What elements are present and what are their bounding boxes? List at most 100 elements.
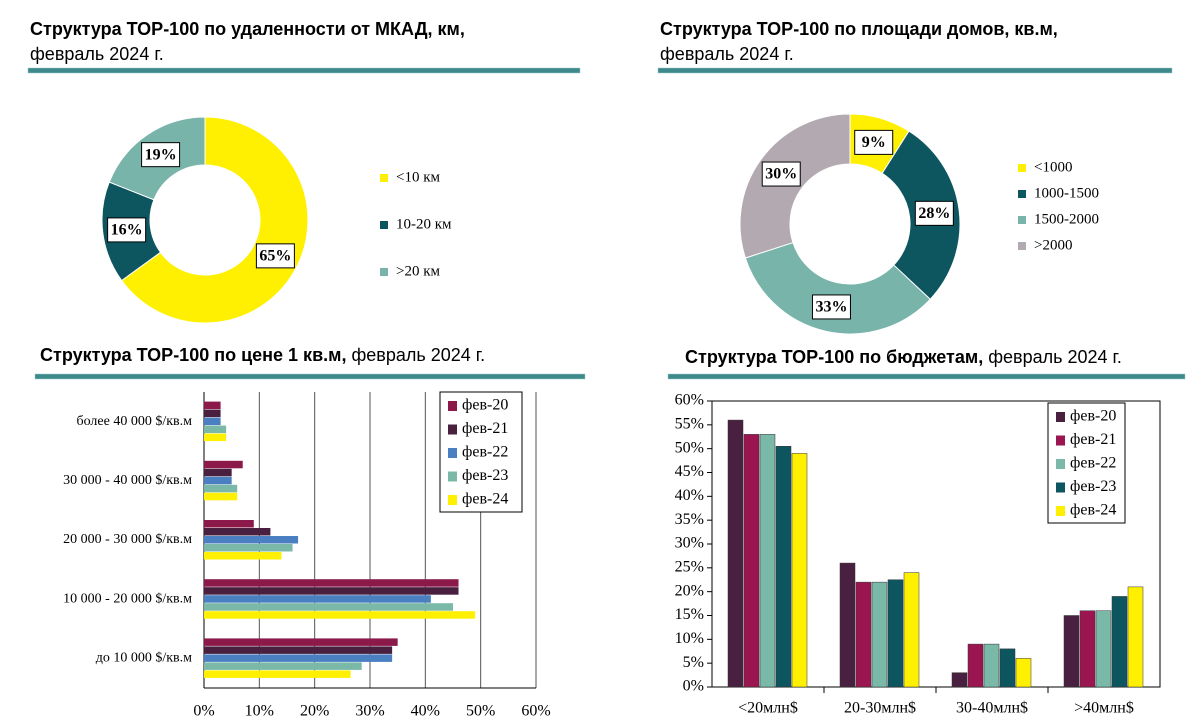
- bar: [775, 446, 792, 688]
- bar: [727, 419, 744, 688]
- legend-label: <1000: [1034, 159, 1072, 175]
- bar: [999, 648, 1016, 688]
- legend-label: фев-20: [1070, 408, 1116, 425]
- legend-swatch: [448, 401, 457, 411]
- x-tick-label: 50%: [466, 703, 495, 720]
- label-box: [811, 294, 851, 320]
- bar: [204, 544, 293, 552]
- bar: [204, 579, 459, 587]
- legend-swatch: [380, 221, 388, 229]
- bar: [204, 417, 221, 426]
- legend-swatch: [1018, 242, 1026, 250]
- x-tick-label: 30-40млн$: [956, 700, 1028, 717]
- bar: [983, 643, 1000, 688]
- y-tick-label: 25%: [675, 559, 704, 576]
- legend-label: фев-20: [462, 397, 508, 414]
- y-tick-label: 0%: [683, 678, 704, 695]
- bar: [204, 646, 393, 654]
- separator: [27, 67, 581, 74]
- bar: [204, 654, 393, 662]
- separator: [657, 67, 1173, 74]
- label-box: [854, 129, 894, 155]
- bar: [204, 611, 476, 619]
- bar: [204, 401, 221, 410]
- separator: [34, 373, 586, 380]
- bar: [1079, 610, 1096, 688]
- bar: [204, 670, 351, 678]
- bar: [1063, 615, 1080, 688]
- legend-label: 1500-2000: [1034, 211, 1099, 227]
- legend-swatch: [1018, 190, 1026, 198]
- bar: [791, 453, 808, 688]
- data-label: 65%: [259, 248, 291, 265]
- chart-title: Структура ТОР-100 по удаленности от МКАД…: [30, 19, 465, 39]
- separator: [667, 373, 1186, 380]
- bar: [1127, 586, 1144, 688]
- legend-swatch: [448, 471, 457, 482]
- legend-swatch: [1056, 506, 1065, 516]
- data-label: 19%: [145, 146, 177, 163]
- chart-title: Структура ТОР-100 по бюджетам, февраль 20…: [685, 347, 1122, 367]
- legend-label: фев-23: [462, 467, 508, 484]
- y-tick-label: 10 000 - 20 000 $/кв.м: [63, 591, 192, 606]
- x-tick-label: 20-30млн$: [844, 700, 916, 717]
- bar: [204, 536, 299, 544]
- title-rest: февраль 2024 г.: [351, 345, 485, 365]
- label-box: [914, 200, 954, 226]
- legend-label: фев-23: [1070, 478, 1116, 495]
- bar: [204, 460, 243, 469]
- bar: [839, 562, 856, 688]
- x-tick-label: 40%: [411, 703, 440, 720]
- y-tick-label: 10%: [675, 630, 704, 647]
- bar: [204, 492, 238, 501]
- legend-label: фев-22: [462, 444, 508, 461]
- y-tick-label: 45%: [675, 463, 704, 480]
- bar: [204, 409, 221, 418]
- x-tick-label: 60%: [521, 703, 550, 720]
- bar: [204, 528, 271, 536]
- x-tick-label: 0%: [193, 703, 214, 720]
- chart-subtitle: февраль 2024 г.: [660, 44, 794, 64]
- bar: [204, 468, 232, 477]
- label-box: [107, 217, 147, 243]
- legend-swatch: [1056, 435, 1065, 446]
- bar: [1111, 596, 1128, 688]
- legend-swatch: [448, 495, 457, 505]
- y-tick-label: 5%: [683, 654, 704, 671]
- x-tick-label: 10%: [245, 703, 274, 720]
- bar: [204, 603, 453, 611]
- chart-title: Структура ТОР-100 по площади домов, кв.м…: [660, 19, 1058, 39]
- chart-subtitle: февраль 2024 г.: [30, 44, 164, 64]
- legend-label: >2000: [1034, 237, 1072, 253]
- y-tick-label: до 10 000 $/кв.м: [96, 651, 192, 666]
- legend-label: 1000-1500: [1034, 185, 1099, 201]
- legend-label: фев-21: [1070, 431, 1116, 448]
- x-tick-label: 30%: [355, 703, 384, 720]
- x-tick-label: 20%: [300, 703, 329, 720]
- bar: [903, 572, 920, 688]
- legend-swatch: [448, 448, 457, 458]
- y-tick-label: 55%: [675, 416, 704, 433]
- x-tick-label: >40млн$: [1074, 700, 1134, 717]
- title-bold: Структура ТОР-100 по бюджетам,: [685, 347, 983, 367]
- bar: [204, 476, 232, 485]
- label-box: [141, 142, 181, 168]
- legend-label: 10-20 км: [396, 216, 452, 232]
- bar: [887, 579, 904, 688]
- legend-label: <10 км: [396, 169, 440, 185]
- bar: [1015, 658, 1032, 688]
- bar: [855, 581, 872, 688]
- legend-label: фев-21: [462, 420, 508, 437]
- legend-swatch: [380, 268, 388, 276]
- bar: [204, 425, 227, 434]
- title-bold: Структура ТОР-100 по цене 1 кв.м,: [40, 345, 346, 365]
- bar: [204, 433, 227, 442]
- y-tick-label: 35%: [675, 511, 704, 528]
- y-tick-label: 20 000 - 30 000 $/кв.м: [63, 532, 192, 547]
- x-tick-label: <20млн$: [738, 700, 798, 717]
- legend-swatch: [1056, 412, 1065, 422]
- bar: [204, 587, 459, 595]
- bar: [204, 595, 431, 603]
- y-tick-label: 30%: [675, 535, 704, 552]
